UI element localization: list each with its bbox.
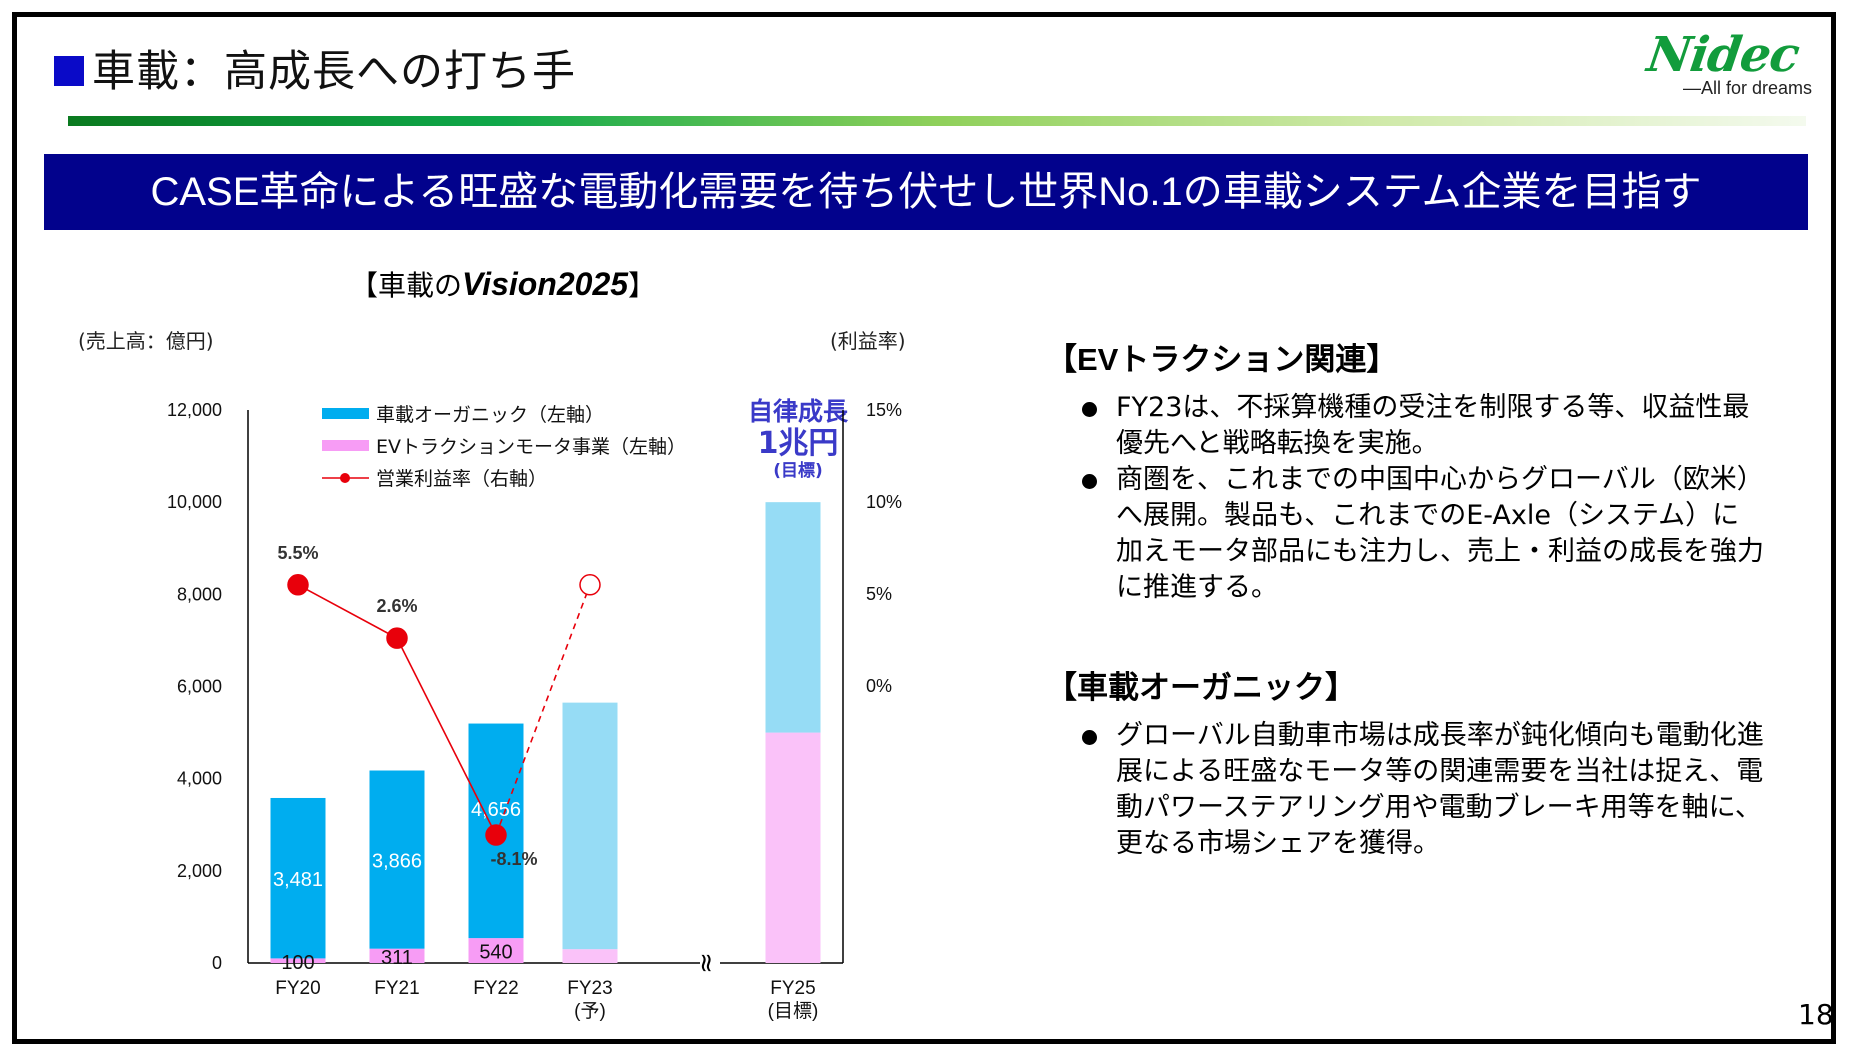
headline-banner: CASE革命による旺盛な電動化需要を待ち伏せし世界No.1の車載システム企業を目… — [44, 154, 1808, 230]
bar-organic-FY25 — [765, 502, 821, 733]
bar-organic-FY20 — [270, 797, 326, 959]
page-title: 車載：高成長への打ち手 — [92, 47, 576, 97]
margin-data-label: -8.1% — [490, 849, 537, 869]
x-tick-sublabel: (予) — [574, 1001, 606, 1022]
nidec-logo: Nidec —All for dreams — [1628, 27, 1818, 99]
logo-arrow-icon: — — [1682, 78, 1701, 98]
target-annotation: 自律成長 1兆円 (目標) — [747, 397, 848, 481]
right-axis-unit: (利益率) — [830, 329, 906, 353]
bar-ev-FY25 — [765, 732, 821, 963]
commentary-panel: 【EVトラクション関連】 FY23は、不採算機種の受注を制限する等、収益性最優先… — [1046, 340, 1766, 862]
bullet-icon — [1082, 402, 1097, 417]
x-tick-label: FY20 — [275, 978, 320, 999]
legend-item-margin-swatch-dot — [340, 473, 350, 483]
margin-line-segment — [297, 584, 398, 639]
margin-line-segment — [396, 637, 497, 836]
legend-item-margin: 営業利益率（右軸） — [376, 468, 547, 490]
legend-item-organic: 車載オーガニック（左軸） — [376, 404, 604, 426]
title-square-icon — [54, 56, 84, 86]
margin-point-projected — [579, 574, 601, 596]
y-tick-label: 8,000 — [177, 584, 222, 604]
logo-tagline: —All for dreams — [1682, 78, 1812, 98]
y2-tick-label: 0% — [866, 676, 892, 696]
legend-item-organic-swatch — [322, 408, 369, 419]
bullet-item: グローバル自動車市場は成長率が鈍化傾向も電動化進展による旺盛なモータ等の関連需要… — [1082, 718, 1766, 862]
y2-tick-label: 15% — [866, 400, 902, 420]
bullet-item: 商圏を、これまでの中国中心からグローバル（欧米）へ展開。製品も、これまでのE-A… — [1082, 462, 1766, 606]
bar-ev-FY21 — [369, 948, 425, 963]
bullet-list: FY23は、不採算機種の受注を制限する等、収益性最優先へと戦略転換を実施。 商圏… — [1046, 390, 1766, 606]
logo-wordmark: Nidec — [1643, 27, 1803, 83]
bullet-list: グローバル自動車市場は成長率が鈍化傾向も電動化進展による旺盛なモータ等の関連需要… — [1046, 718, 1766, 862]
margin-point — [287, 574, 309, 596]
bar-label-organic: 3,866 — [372, 851, 422, 873]
axis-break-icon: ≈ — [691, 952, 721, 974]
bullet-icon — [1082, 474, 1097, 489]
x-tick-label: FY23 — [567, 978, 612, 999]
y-tick-label: 10,000 — [167, 492, 222, 512]
margin-line-projected — [495, 584, 591, 836]
y-tick-label: 12,000 — [167, 400, 222, 420]
legend-item-ev: EVトラクションモータ事業（左軸） — [376, 436, 686, 458]
bullet-icon — [1082, 730, 1097, 745]
y-tick-label: 4,000 — [177, 769, 222, 789]
section-heading: 【車載オーガニック】 — [1046, 670, 1356, 705]
margin-data-label: 2.6% — [376, 596, 417, 616]
bar-label-ev: 540 — [479, 942, 512, 964]
vision-label: Vision2025 — [462, 266, 629, 302]
bullet-item: FY23は、不採算機種の受注を制限する等、収益性最優先へと戦略転換を実施。 — [1082, 390, 1766, 462]
page-number: 18 — [1798, 998, 1834, 1031]
x-tick-label: FY25 — [770, 978, 815, 999]
bar-ev-FY23 — [562, 949, 618, 963]
y-tick-label: 0 — [212, 953, 222, 973]
bar-ev-FY22 — [468, 938, 524, 963]
x-tick-label: FY21 — [374, 978, 419, 999]
bar-label-organic: 3,481 — [273, 869, 323, 891]
y2-tick-label: 5% — [866, 584, 892, 604]
y-tick-label: 2,000 — [177, 861, 222, 881]
bar-label-ev: 100 — [281, 952, 314, 974]
margin-point — [485, 824, 507, 846]
y2-tick-label: 10% — [866, 492, 902, 512]
title-gradient-rule — [68, 116, 1806, 126]
margin-point — [386, 627, 408, 649]
y-tick-label: 6,000 — [177, 677, 222, 697]
section-heading: 【EVトラクション関連】 — [1046, 342, 1398, 377]
section-automotive-organic: 【車載オーガニック】 グローバル自動車市場は成長率が鈍化傾向も電動化進展による旺… — [1046, 668, 1766, 862]
bar-label-organic: 4,656 — [471, 799, 521, 821]
bar-ev-FY20 — [270, 958, 326, 963]
section-ev-traction: 【EVトラクション関連】 FY23は、不採算機種の受注を制限する等、収益性最優先… — [1046, 340, 1766, 606]
x-tick-sublabel: (目標) — [768, 1000, 819, 1022]
bar-organic-FY21 — [369, 770, 425, 949]
x-tick-label: FY22 — [473, 978, 518, 999]
stacked-bar-line-chart: ≈0 2,000 4,000 6,000 8,000 10,000 12,000 0% 5% 10… — [167, 400, 902, 1022]
chart-title: 【車載のVision2025】 — [350, 266, 657, 302]
bar-label-ev: 311 — [381, 947, 413, 969]
bar-organic-FY23 — [562, 702, 618, 950]
margin-data-label: 5.5% — [277, 543, 318, 563]
legend-item-ev-swatch — [322, 440, 369, 451]
left-axis-unit: (売上高：億円) — [78, 329, 214, 353]
